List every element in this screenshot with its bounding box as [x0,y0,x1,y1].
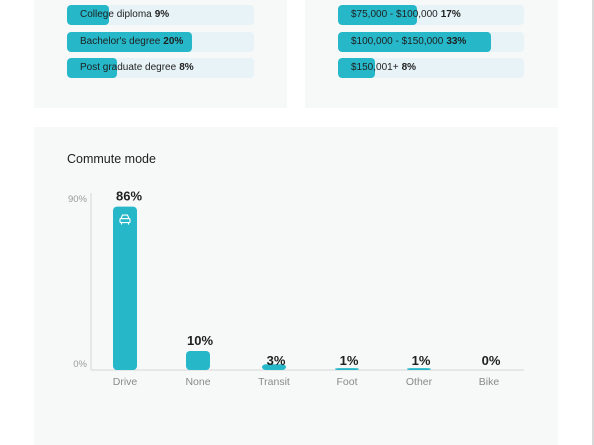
income-percent: 17% [440,9,461,20]
y-tick-label: 90% [68,194,88,205]
income-percent: 8% [401,62,417,73]
income-percent: 33% [446,36,467,47]
category-label-bike: Bike [479,376,500,388]
education-bar-fill [67,5,110,25]
income-row: $75,000 - $100,000 17% [338,5,524,25]
value-label-foot: 1% [340,353,359,368]
education-row: Bachelor's degree 20% [67,32,254,52]
education-panel: College diploma 9% Bachelor's degree 20% P… [34,0,287,108]
income-label: $100,000 - $150,000 [351,36,444,47]
income-bar-fill [338,58,376,78]
education-bar-fill [67,58,117,78]
commute-chart: 90% 0% 86% Drive 10% None 3% Transit 1% Foot 1% Oth… [68,189,524,388]
education-label: Bachelor's degree [80,36,161,47]
bar-none [186,351,210,370]
value-label-bike: 0% [482,353,501,368]
category-label-transit: Transit [258,376,290,388]
car-icon [119,214,131,225]
y-tick-label: 0% [73,359,87,370]
income-row: $150,001+ 8% [338,58,524,78]
category-label-foot: Foot [336,376,357,388]
value-label-other: 1% [412,353,431,368]
income-panel: $75,000 - $100,000 17% $100,000 - $150,00… [305,0,558,108]
category-label-drive: Drive [113,376,138,388]
bar-other [407,368,431,370]
category-label-none: None [185,376,210,388]
education-label: Post graduate degree [80,62,177,73]
commute-panel: Commute mode 90% 0% 86% Drive 10% None 3% Trans… [34,127,558,445]
education-row: Post graduate degree 8% [67,58,254,78]
education-bar-fill [67,32,192,52]
education-percent: 8% [179,62,194,73]
education-label: College diploma [80,9,152,20]
commute-title: Commute mode [67,152,156,166]
education-row: College diploma 9% [67,5,254,25]
education-percent: 20% [163,36,184,47]
category-label-other: Other [406,376,433,388]
value-label-transit: 3% [267,353,286,368]
bar-drive [113,206,137,370]
bar-foot [335,368,359,370]
scrollbar-edge[interactable] [592,0,594,445]
income-bar-fill [338,32,492,52]
value-label-none: 10% [187,333,213,348]
education-percent: 9% [154,9,170,20]
income-bar-fill [338,5,418,25]
bar-transit [262,364,286,370]
income-label: $150,001+ [351,62,399,73]
value-label-drive: 86% [116,189,142,204]
income-row: $100,000 - $150,000 33% [338,32,524,52]
income-label: $75,000 - $100,000 [351,9,438,20]
